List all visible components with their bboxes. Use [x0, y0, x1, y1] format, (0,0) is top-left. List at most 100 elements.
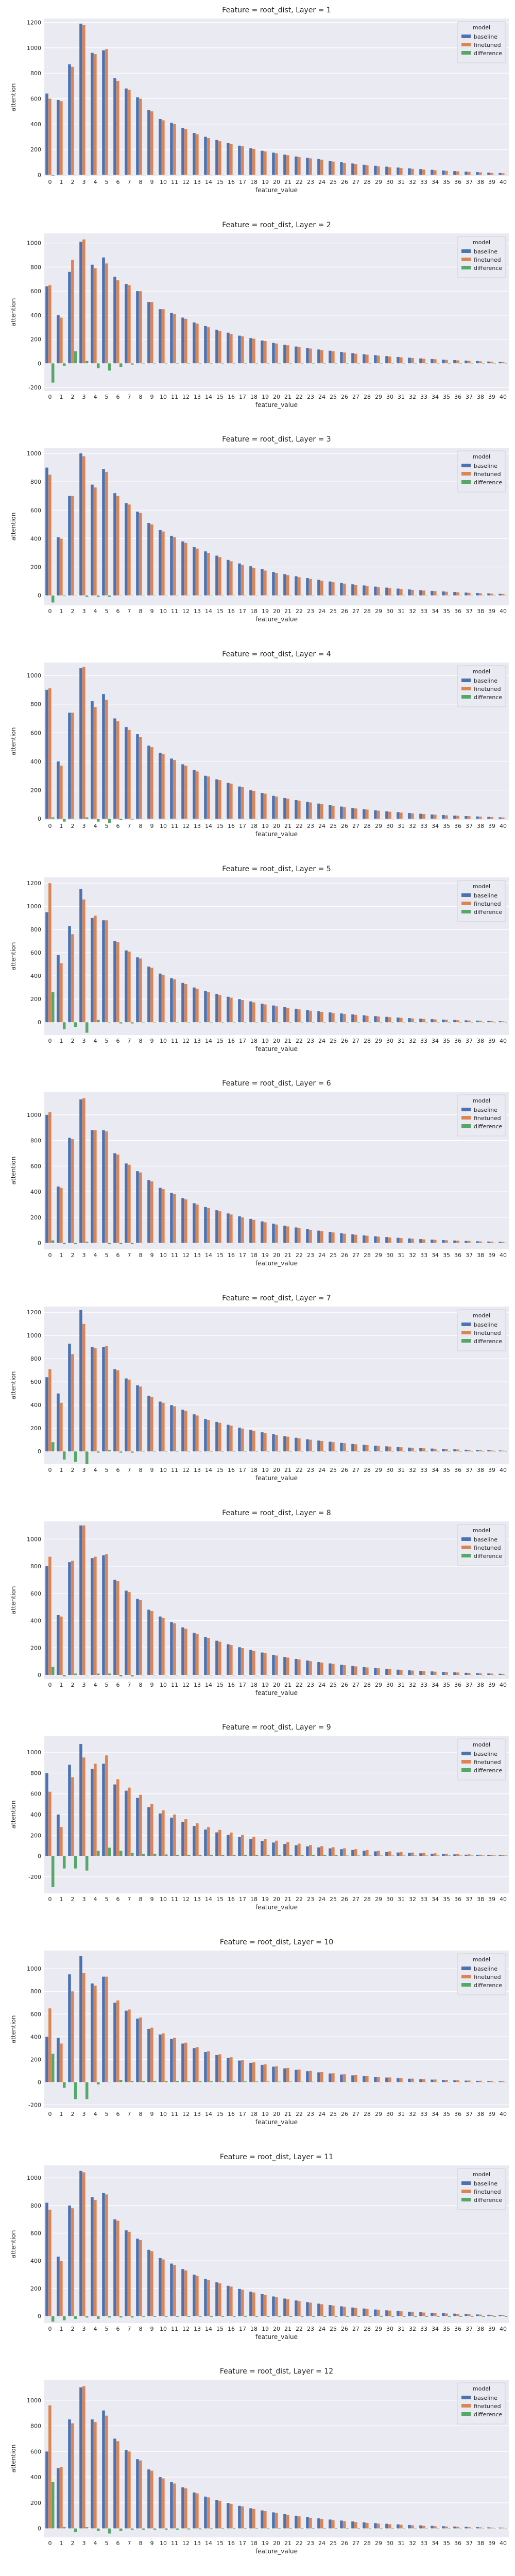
x-tick-label: 22: [296, 1896, 303, 1903]
x-tick-label: 21: [284, 1038, 291, 1044]
bar-baseline: [419, 1448, 422, 1452]
bar-difference: [232, 1243, 236, 1244]
bar-finetuned: [116, 1370, 119, 1452]
bar-baseline: [227, 332, 230, 363]
x-tick-label: 32: [409, 1467, 416, 1473]
bar-finetuned: [388, 588, 391, 596]
bar-finetuned: [162, 531, 165, 596]
bar-baseline: [238, 2506, 241, 2529]
bar-baseline: [102, 50, 105, 175]
bar-difference: [96, 819, 100, 822]
bar-finetuned: [252, 148, 255, 175]
bar-finetuned: [94, 915, 97, 1022]
bar-finetuned: [218, 2054, 221, 2082]
bar-baseline: [408, 813, 411, 819]
bar-baseline: [487, 1021, 490, 1022]
bar-baseline: [408, 2311, 411, 2316]
bar-baseline: [442, 1449, 445, 1452]
bar-difference: [425, 1451, 428, 1452]
bar-baseline: [181, 1410, 184, 1452]
bar-finetuned: [116, 496, 119, 596]
x-tick-label: 18: [250, 823, 258, 829]
bar-finetuned: [490, 1242, 493, 1243]
bar-baseline: [465, 2314, 468, 2316]
bar-difference: [482, 1451, 485, 1452]
bar-baseline: [340, 351, 343, 363]
bar-difference: [96, 363, 100, 368]
x-tick-label: 15: [216, 823, 224, 829]
bar-difference: [255, 2081, 259, 2082]
x-tick-label: 18: [250, 2326, 258, 2332]
legend-label: finetuned: [474, 257, 501, 263]
bar-baseline: [374, 1851, 377, 1856]
legend-swatch: [461, 686, 471, 690]
bar-difference: [96, 1451, 100, 1453]
bar-baseline: [419, 1853, 422, 1856]
bar-difference: [232, 175, 236, 176]
bar-finetuned: [309, 2518, 312, 2529]
bar-difference: [62, 363, 66, 366]
bar-finetuned: [377, 1016, 380, 1022]
bar-baseline: [159, 1401, 162, 1452]
bar-baseline: [238, 1837, 241, 1856]
y-axis-label: attention: [10, 2015, 17, 2044]
legend-swatch: [461, 909, 471, 913]
x-tick-label: 27: [352, 1252, 359, 1259]
x-tick-label: 9: [150, 2540, 154, 2547]
x-tick-label: 13: [194, 2111, 201, 2117]
x-tick-label: 18: [250, 1896, 258, 1903]
x-tick-label: 20: [273, 394, 280, 400]
bar-finetuned: [184, 129, 187, 175]
bar-difference: [414, 1243, 417, 1244]
bar-finetuned: [479, 2080, 482, 2082]
y-axis-label: attention: [10, 2230, 17, 2258]
bar-difference: [357, 1243, 360, 1244]
bar-difference: [74, 1673, 77, 1675]
bar-baseline: [499, 2081, 502, 2082]
x-tick-label: 33: [420, 2111, 427, 2117]
x-tick-label: 13: [194, 608, 201, 615]
bar-difference: [244, 363, 247, 364]
bar-baseline: [170, 1193, 173, 1243]
bar-baseline: [374, 165, 377, 175]
x-tick-label: 8: [139, 823, 143, 829]
bar-baseline: [227, 560, 230, 596]
x-tick-label: 6: [116, 2326, 120, 2332]
bar-baseline: [363, 1235, 366, 1243]
bar-difference: [255, 175, 259, 176]
bar-baseline: [204, 2497, 207, 2529]
bar-finetuned: [139, 1600, 142, 1675]
x-tick-label: 11: [171, 608, 178, 615]
y-tick-label: 400: [30, 2258, 41, 2264]
x-tick-label: 16: [228, 179, 235, 185]
bar-finetuned: [400, 1447, 403, 1452]
bar-baseline: [408, 2078, 411, 2082]
x-tick-label: 38: [477, 1038, 484, 1044]
bar-baseline: [249, 2508, 252, 2529]
x-tick-label: 36: [454, 2326, 461, 2332]
bar-finetuned: [207, 1208, 210, 1243]
x-tick-label: 22: [296, 1252, 303, 1259]
bar-baseline: [113, 718, 116, 819]
bar-difference: [119, 2079, 123, 2082]
bar-difference: [300, 175, 304, 176]
bar-finetuned: [468, 1241, 471, 1243]
bar-baseline: [306, 1439, 309, 1452]
bar-finetuned: [468, 816, 471, 819]
x-tick-label: 18: [250, 1252, 258, 1259]
bar-baseline: [159, 1188, 162, 1243]
x-tick-label: 29: [375, 1038, 382, 1044]
bar-difference: [96, 1673, 100, 1675]
bar-baseline: [238, 335, 241, 363]
bar-baseline: [261, 569, 264, 596]
bar-finetuned: [82, 1757, 85, 1856]
x-tick-label: 33: [420, 608, 427, 615]
x-tick-label: 6: [116, 179, 120, 185]
bar-finetuned: [320, 2519, 323, 2529]
bar-baseline: [238, 2289, 241, 2316]
bar-baseline: [102, 2411, 105, 2529]
legend-swatch: [461, 249, 471, 253]
bar-baseline: [215, 329, 218, 363]
bar-finetuned: [196, 1205, 199, 1243]
